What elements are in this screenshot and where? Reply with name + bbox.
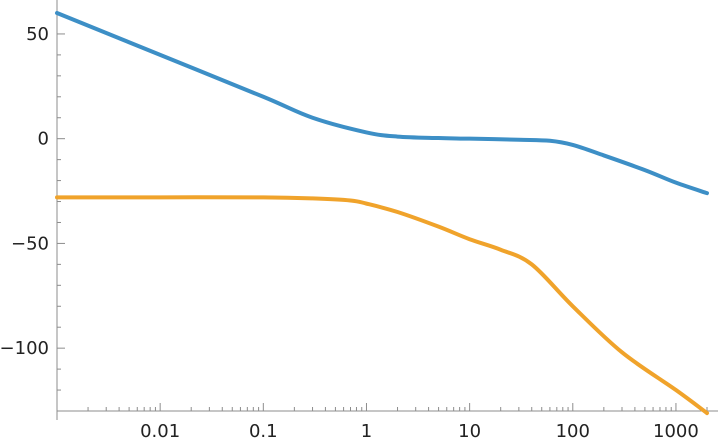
y-tick-label: −100 [0, 338, 49, 359]
x-tick-label: 10 [458, 421, 481, 442]
x-tick-label: 0.1 [249, 421, 278, 442]
x-tick-label: 1000 [653, 421, 699, 442]
y-tick-label: 50 [26, 24, 49, 45]
axes [56, 0, 718, 420]
y-tick-label: −50 [11, 233, 49, 254]
x-tick-label: 100 [556, 421, 590, 442]
tick-labels: 0.01 0.1 1 10 100 1000 50 0 −50 −100 [0, 24, 699, 442]
x-tick-label: 1 [361, 421, 372, 442]
series-line-2 [55, 195, 709, 416]
series-layer [55, 11, 709, 416]
series-line-1 [55, 11, 709, 196]
y-tick-label: 0 [38, 129, 49, 150]
x-tick-label: 0.01 [140, 421, 180, 442]
